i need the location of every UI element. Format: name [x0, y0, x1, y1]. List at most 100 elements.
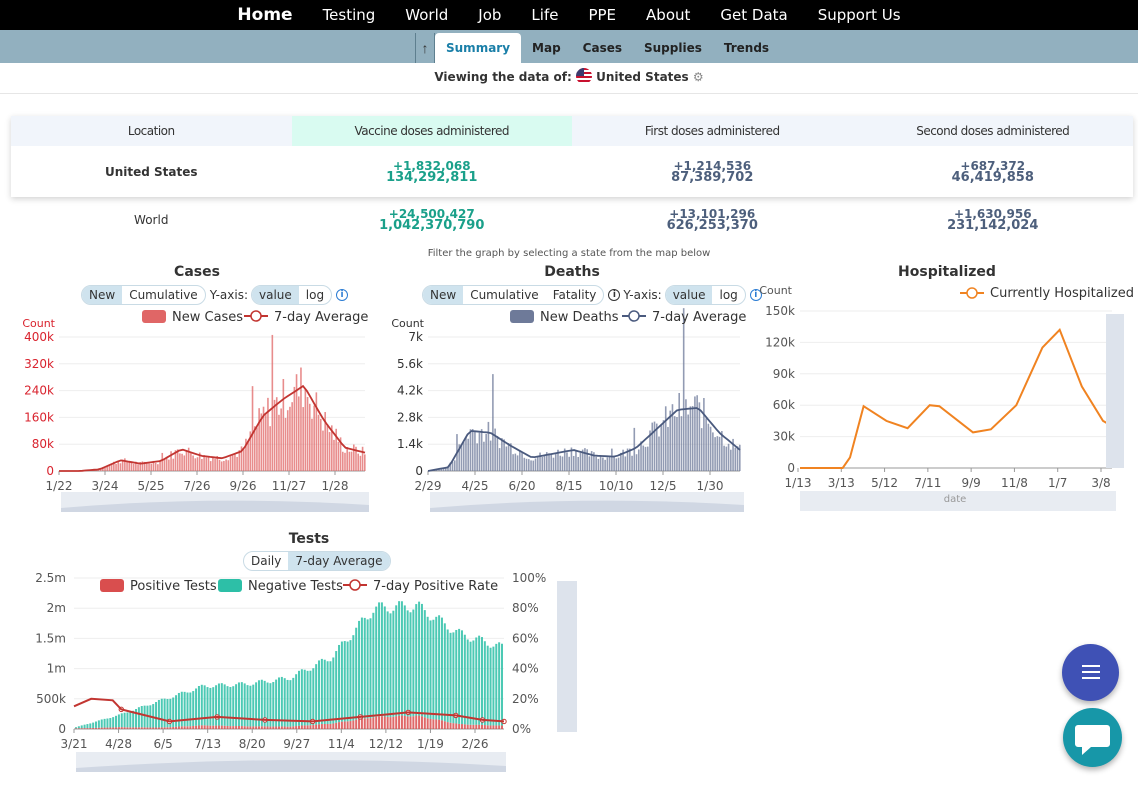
- deaths-mode-new[interactable]: New: [423, 286, 464, 304]
- legend-swatch: [142, 310, 166, 323]
- x-tick-label: 4/28: [105, 737, 132, 751]
- nav-life[interactable]: Life: [531, 6, 559, 24]
- daily-bar: [732, 438, 734, 471]
- viewing-location-name[interactable]: United States: [596, 70, 689, 84]
- y-tick-label: 0: [58, 722, 66, 736]
- negative-tests-bar: [103, 718, 106, 728]
- deaths-mode-fatality[interactable]: Fatality: [552, 288, 597, 302]
- first-delta: +13,101,296: [669, 207, 756, 221]
- deaths-title: Deaths: [544, 264, 600, 280]
- daily-bar: [682, 308, 685, 471]
- cases-mode-cumulative[interactable]: Cumulative: [129, 288, 198, 302]
- daily-bar: [451, 461, 454, 471]
- daily-bar: [595, 456, 597, 471]
- positive-tests-bar: [80, 728, 83, 729]
- daily-bar: [273, 399, 276, 471]
- tab-map[interactable]: Map: [532, 41, 561, 55]
- daily-bar: [694, 396, 696, 471]
- daily-bar: [128, 462, 131, 471]
- tab-trends[interactable]: Trends: [723, 41, 770, 55]
- cases-mode-new[interactable]: New: [82, 286, 123, 304]
- nav-support-us[interactable]: Support Us: [817, 6, 901, 24]
- tab-cases[interactable]: Cases: [582, 41, 622, 55]
- y-tick-label: 320k: [24, 357, 54, 371]
- daily-bar: [308, 403, 311, 471]
- positive-tests-bar: [318, 724, 321, 729]
- nav-home[interactable]: Home: [237, 5, 293, 25]
- x-tick-label: 8/15: [556, 479, 583, 493]
- negative-tests-bar: [183, 691, 186, 727]
- tests-mode-7day[interactable]: 7-day Average: [288, 552, 390, 570]
- negative-tests-bar: [478, 635, 481, 725]
- daily-bar: [330, 425, 333, 471]
- tab-summary[interactable]: Summary: [435, 33, 522, 63]
- negative-tests-bar: [129, 711, 132, 728]
- daily-bar: [212, 457, 214, 471]
- positive-tests-bar: [260, 726, 263, 729]
- positive-tests-bar: [449, 722, 452, 729]
- daily-bar: [525, 458, 528, 471]
- fatality-info-icon[interactable]: i: [608, 289, 621, 301]
- daily-bar: [626, 448, 629, 471]
- first-total: 87,389,702: [671, 169, 754, 185]
- daily-bar: [532, 460, 535, 471]
- positive-tests-bar: [143, 727, 146, 729]
- positive-tests-bar: [378, 716, 381, 729]
- menu-button[interactable]: [1062, 644, 1119, 701]
- positive-tests-bar: [435, 719, 438, 729]
- positive-tests-bar: [223, 725, 226, 729]
- hospitalized-chart[interactable]: 0 30k 60k 90k 120k 150k Count 1/13 3/13 5/12 7/11 9…: [755, 280, 1138, 515]
- daily-bar: [476, 443, 478, 471]
- negative-tests-bar: [246, 685, 249, 727]
- viewing-label: Viewing the data of:: [434, 70, 572, 84]
- tests-chart[interactable]: 0 0% 500k 20% 1m 40% 1.5m 60% 2m 80% 2.5m 100% 3/21 4…: [0, 570, 600, 780]
- daily-bar: [568, 456, 571, 471]
- chat-button[interactable]: [1063, 708, 1122, 767]
- x-axis-title: date: [944, 494, 967, 505]
- daily-bar: [501, 438, 503, 471]
- doses-total: 1,042,370,790: [379, 218, 485, 233]
- x-tick-label: 3/13: [828, 476, 855, 490]
- deaths-mode-cumulative[interactable]: Cumulative: [470, 288, 539, 302]
- legend-label: New Deaths: [540, 310, 619, 325]
- gear-icon[interactable]: ⚙: [692, 70, 704, 84]
- positive-tests-bar: [440, 720, 443, 729]
- positive-tests-bar: [320, 724, 323, 729]
- positive-tests-bar: [272, 726, 275, 729]
- positive-tests-bar: [386, 716, 389, 729]
- daily-bar: [469, 429, 472, 471]
- nav-job[interactable]: Job: [478, 6, 502, 24]
- positive-tests-bar: [192, 726, 195, 729]
- nav-ppe[interactable]: PPE: [588, 6, 617, 24]
- info-icon[interactable]: i: [749, 289, 762, 301]
- cases-scale-value[interactable]: value: [252, 286, 299, 304]
- daily-bar: [581, 449, 584, 471]
- cases-scale-log[interactable]: log: [305, 288, 325, 302]
- deaths-scale-log[interactable]: log: [719, 288, 738, 302]
- nav-world[interactable]: World: [405, 6, 449, 24]
- daily-bar: [588, 456, 591, 471]
- daily-bar: [566, 452, 568, 471]
- nav-get-data[interactable]: Get Data: [720, 6, 788, 24]
- negative-tests-bar: [112, 717, 115, 728]
- nav-about[interactable]: About: [646, 6, 691, 24]
- negative-tests-bar: [75, 727, 77, 729]
- tab-supplies[interactable]: Supplies: [644, 41, 702, 55]
- x-tick-label: 5/25: [138, 479, 165, 493]
- negative-tests-bar: [255, 682, 258, 727]
- daily-bar: [572, 455, 575, 471]
- tests-mode-daily[interactable]: Daily: [251, 554, 282, 568]
- y-axis-title: Count: [391, 317, 424, 330]
- negative-tests-bar: [495, 643, 498, 726]
- daily-bar: [152, 460, 155, 471]
- daily-bar: [700, 428, 703, 471]
- arrow-up-icon[interactable]: ↑: [415, 33, 435, 63]
- info-icon[interactable]: i: [336, 289, 349, 301]
- negative-tests-bar: [257, 680, 260, 727]
- nav-testing[interactable]: Testing: [322, 6, 376, 24]
- deaths-scale-value[interactable]: value: [665, 286, 713, 304]
- second-total: 46,419,858: [951, 169, 1034, 185]
- positive-tests-bar: [103, 727, 106, 729]
